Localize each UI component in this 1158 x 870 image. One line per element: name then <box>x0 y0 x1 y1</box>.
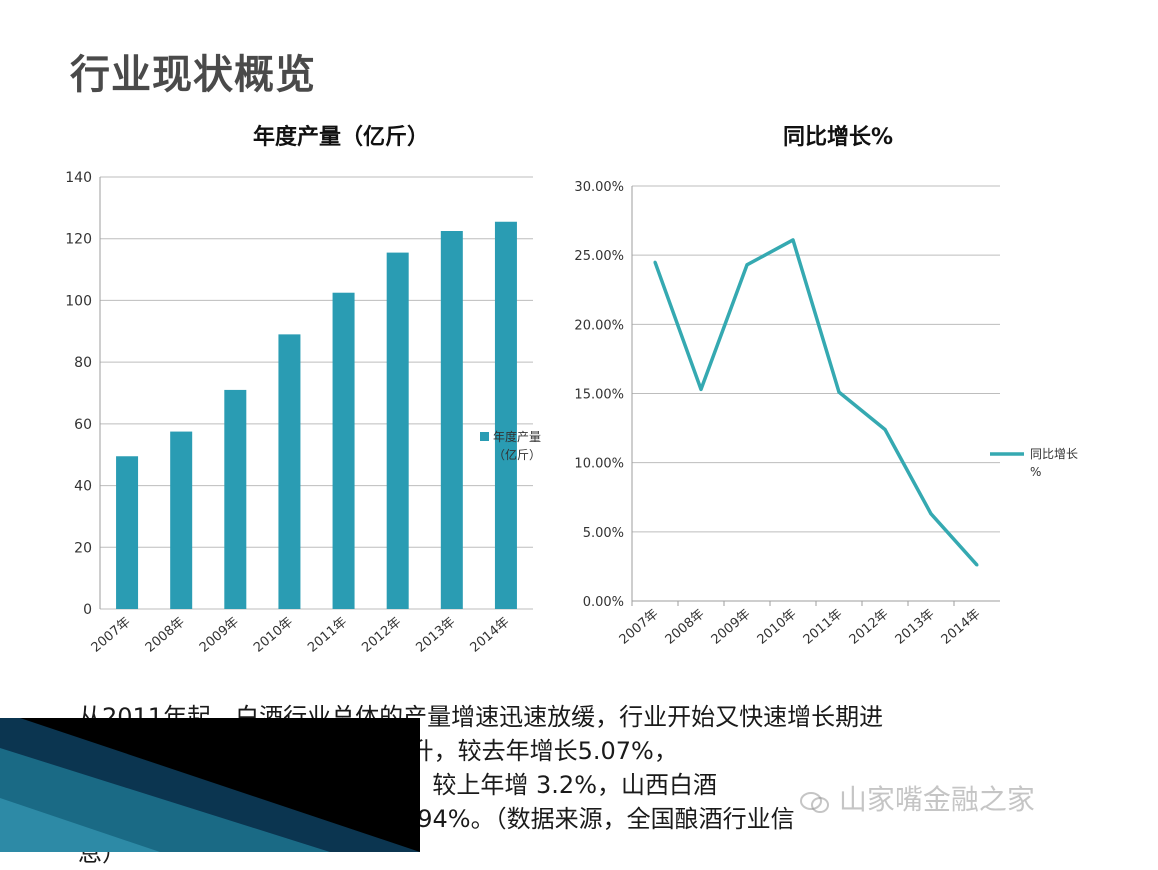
y-tick-label: 20.00% <box>574 318 624 333</box>
data-point <box>699 387 703 391</box>
bar-chart-legend: 年度产量 （亿斤） <box>480 429 541 462</box>
corner-decoration <box>0 718 420 852</box>
x-tick-label: 2008年 <box>663 607 708 648</box>
series-line <box>653 238 979 567</box>
bar-chart-y-ticks: 0 20 40 60 80 100 120 140 <box>65 170 92 618</box>
bar <box>278 334 301 609</box>
y-tick-label: 25.00% <box>574 249 624 264</box>
bar-chart-title: 年度产量（亿斤） <box>253 124 429 150</box>
y-tick-label: 120 <box>65 232 92 248</box>
y-tick-label: 5.00% <box>583 526 624 541</box>
line-chart: 同比增长% 0.00% 5.00% 10.00% 15.00% 20.00% 25.00%… <box>574 124 1078 648</box>
bar <box>170 431 193 609</box>
x-tick-label: 2014年 <box>939 607 984 648</box>
data-point <box>883 427 887 431</box>
y-tick-label: 60 <box>74 417 92 433</box>
y-tick-label: 80 <box>74 355 92 371</box>
y-tick-label: 100 <box>65 293 92 309</box>
x-tick-label: 2010年 <box>251 615 296 656</box>
x-tick-label: 2013年 <box>893 607 938 648</box>
bar <box>224 389 247 609</box>
bar <box>332 292 355 609</box>
x-tick-label: 2013年 <box>413 615 458 656</box>
wechat-icon <box>800 789 830 813</box>
line-chart-y-ticks: 0.00% 5.00% 10.00% 15.00% 20.00% 25.00% 30.00% <box>574 180 624 610</box>
line-chart-grid <box>631 185 1000 602</box>
x-tick-label: 2012年 <box>359 615 404 656</box>
legend-label: % <box>1030 465 1041 479</box>
watermark-text: 山家嘴金融之家 <box>838 783 1035 816</box>
legend-label: （亿斤） <box>493 447 541 462</box>
watermark: 山家嘴金融之家 <box>800 778 1035 818</box>
legend-label: 同比增长 <box>1030 447 1078 461</box>
data-point <box>791 238 795 242</box>
bar <box>116 456 139 609</box>
x-tick-label: 2012年 <box>847 607 892 648</box>
y-tick-label: 20 <box>74 540 92 556</box>
x-tick-label: 2014年 <box>468 615 513 656</box>
bar <box>386 252 409 609</box>
line-chart-title: 同比增长% <box>783 124 893 150</box>
line-chart-series <box>653 238 979 567</box>
data-point <box>837 390 841 394</box>
x-tick-label: 2007年 <box>89 615 134 656</box>
x-tick-label: 2011年 <box>801 607 846 648</box>
x-tick-label: 2009年 <box>709 607 754 648</box>
line-chart-x-ticks: 2007年 2008年 2009年 2010年 2011年 2012年 2013年 2014年 <box>617 600 1000 648</box>
y-tick-label: 40 <box>74 479 92 495</box>
bar-chart-x-ticks: 2007年 2008年 2009年 2010年 2011年 2012年 2013年 2014年 <box>89 615 513 656</box>
line-chart-legend: 同比增长% <box>990 447 1078 479</box>
legend-label: 年度产量 <box>493 429 541 444</box>
y-tick-label: 15.00% <box>574 388 624 403</box>
data-point <box>653 260 657 264</box>
data-point <box>929 512 933 516</box>
x-tick-label: 2007年 <box>617 607 662 648</box>
bar-chart-bars <box>116 221 517 609</box>
page-title: 行业现状概览 <box>70 52 316 98</box>
y-tick-label: 10.00% <box>574 457 624 472</box>
y-tick-label: 0 <box>83 602 92 618</box>
y-tick-label: 0.00% <box>583 595 624 610</box>
x-tick-label: 2008年 <box>143 615 188 656</box>
x-tick-label: 2011年 <box>305 615 350 656</box>
bar-chart-grid <box>99 176 533 610</box>
bar <box>440 231 463 609</box>
x-tick-label: 2009年 <box>197 615 242 656</box>
bar <box>494 221 517 609</box>
y-tick-label: 140 <box>65 170 92 186</box>
x-tick-label: 2010年 <box>755 607 800 648</box>
data-point <box>975 563 979 567</box>
legend-swatch <box>480 432 489 441</box>
data-point <box>745 263 749 267</box>
y-tick-label: 30.00% <box>574 180 624 195</box>
